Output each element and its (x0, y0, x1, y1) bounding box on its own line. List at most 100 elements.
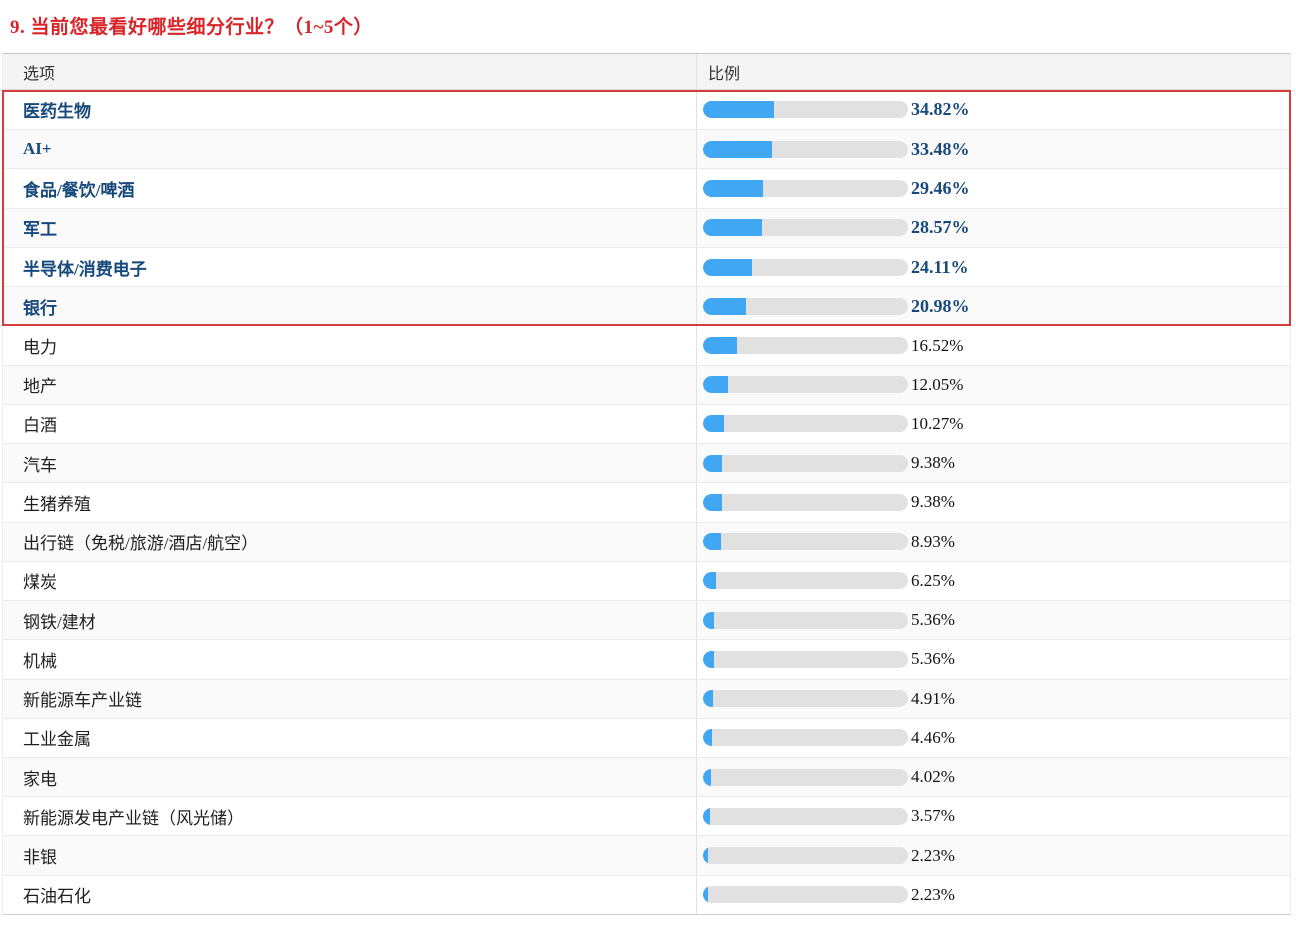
row-ratio-cell: 3.57% (697, 797, 1290, 835)
ratio-bar-fill (703, 337, 737, 355)
row-ratio-cell: 4.91% (697, 680, 1290, 718)
ratio-value: 2.23% (911, 884, 955, 904)
row-label: 汽车 (3, 444, 697, 483)
row-label: AI+ (3, 130, 697, 169)
header-ratio: 比例 (708, 65, 741, 83)
ratio-bar-track (703, 219, 908, 237)
ratio-bar-track (703, 454, 908, 472)
row-ratio-cell: 16.52% (697, 326, 1290, 364)
ratio-bar-track (703, 690, 908, 708)
ratio-bar-track (703, 768, 908, 786)
ratio-bar-track (703, 807, 908, 825)
row-label: 新能源发电产业链（风光储） (3, 797, 697, 836)
table-row: 半导体/消费电子 24.11% (3, 246, 1290, 287)
ratio-value: 9.38% (911, 492, 955, 512)
table-row: 新能源车产业链 4.91% (3, 678, 1290, 718)
row-label: 机械 (3, 640, 697, 679)
row-label: 生猪养殖 (3, 483, 697, 522)
ratio-bar-track (703, 415, 908, 433)
ratio-value: 16.52% (911, 335, 964, 355)
row-ratio-cell: 6.25% (697, 562, 1290, 600)
table-row: 军工 28.57% (3, 207, 1290, 247)
table-row: 银行 20.98% (3, 286, 1290, 326)
ratio-bar-fill (703, 886, 708, 904)
table-body: 医药生物 34.82% AI+ 33.48% 食品/餐饮/啤酒 29.46% 军工 28.57… (2, 90, 1291, 914)
row-label: 白酒 (3, 404, 697, 444)
table-row: 汽车 9.38% (3, 443, 1290, 483)
table-row: AI+ 33.48% (3, 129, 1290, 169)
row-ratio-cell: 20.98% (697, 287, 1290, 325)
ratio-value: 33.48% (911, 138, 970, 159)
row-label: 银行 (3, 287, 697, 326)
ratio-bar-track (703, 729, 908, 747)
ratio-value: 3.57% (911, 806, 955, 826)
ratio-bar-track (703, 650, 908, 668)
ratio-bar-track (703, 611, 908, 629)
table-row: 白酒 10.27% (3, 403, 1290, 444)
row-ratio-cell: 33.48% (697, 130, 1290, 168)
row-label: 半导体/消费电子 (3, 247, 697, 287)
ratio-bar-fill (703, 101, 775, 119)
ratio-bar-fill (703, 258, 753, 276)
row-ratio-cell: 10.27% (697, 405, 1290, 443)
table-row: 食品/餐饮/啤酒 29.46% (3, 168, 1290, 208)
row-ratio-cell: 24.11% (697, 248, 1290, 286)
ratio-bar-fill (703, 454, 723, 472)
ratio-bar-fill (703, 807, 711, 825)
table-row: 医药生物 34.82% (3, 90, 1290, 130)
row-label: 出行链（免税/旅游/酒店/航空） (3, 522, 697, 561)
row-label: 煤炭 (3, 561, 697, 601)
ratio-value: 8.93% (911, 531, 955, 551)
ratio-bar-fill (703, 219, 762, 237)
row-label: 电力 (3, 326, 697, 365)
ratio-bar-fill (703, 415, 725, 433)
row-ratio-cell: 8.93% (697, 523, 1290, 561)
row-label: 石油石化 (3, 875, 697, 914)
ratio-bar-track (703, 376, 908, 394)
row-label: 医药生物 (3, 90, 697, 130)
ratio-bar-fill (703, 611, 714, 629)
ratio-bar-track (703, 258, 908, 276)
ratio-bar-fill (703, 729, 713, 747)
table-row: 新能源发电产业链（风光储） 3.57% (3, 796, 1290, 836)
ratio-bar-track (703, 847, 908, 865)
row-ratio-cell: 29.46% (697, 169, 1290, 207)
row-label: 食品/餐饮/啤酒 (3, 169, 697, 208)
table-row: 工业金属 4.46% (3, 717, 1290, 757)
row-ratio-cell: 9.38% (697, 483, 1290, 521)
table-row: 地产 12.05% (3, 364, 1290, 404)
row-ratio-cell: 5.36% (697, 601, 1290, 639)
ratio-bar-track (703, 493, 908, 511)
ratio-bar-track (703, 572, 908, 590)
row-ratio-cell: 4.46% (697, 719, 1290, 757)
row-ratio-cell: 12.05% (697, 366, 1290, 404)
ratio-bar-fill (703, 376, 728, 394)
table-row: 出行链（免税/旅游/酒店/航空） 8.93% (3, 521, 1290, 561)
ratio-value: 4.91% (911, 688, 955, 708)
row-label: 非银 (3, 836, 697, 875)
ratio-value: 9.38% (911, 453, 955, 473)
row-ratio-cell: 4.02% (697, 758, 1290, 796)
ratio-value: 2.23% (911, 845, 955, 865)
row-label: 军工 (3, 208, 697, 247)
row-ratio-cell: 28.57% (697, 209, 1290, 247)
row-ratio-cell: 34.82% (697, 90, 1290, 129)
row-ratio-cell: 9.38% (697, 444, 1290, 482)
ratio-bar-fill (703, 493, 723, 511)
ratio-value: 12.05% (911, 374, 964, 394)
table-row: 机械 5.36% (3, 639, 1290, 679)
question-title: 9. 当前您最看好哪些细分行业？（1~5个） (10, 17, 373, 38)
ratio-value: 10.27% (911, 413, 964, 433)
ratio-bar-fill (703, 180, 764, 198)
ratio-bar-track (703, 297, 908, 315)
ratio-bar-track (703, 886, 908, 904)
ratio-value: 5.36% (911, 610, 955, 630)
row-ratio-cell: 2.23% (697, 876, 1290, 914)
survey-results-table: 选项 比例 医药生物 34.82% AI+ 33.48% 食品/餐饮/啤酒 29.46% 军… (2, 53, 1291, 915)
ratio-bar-track (703, 180, 908, 198)
ratio-bar-track (703, 533, 908, 551)
table-row: 生猪养殖 9.38% (3, 482, 1290, 522)
header-option: 选项 (3, 54, 697, 89)
table-header-row: 选项 比例 (3, 54, 1290, 90)
ratio-value: 4.02% (911, 767, 955, 787)
